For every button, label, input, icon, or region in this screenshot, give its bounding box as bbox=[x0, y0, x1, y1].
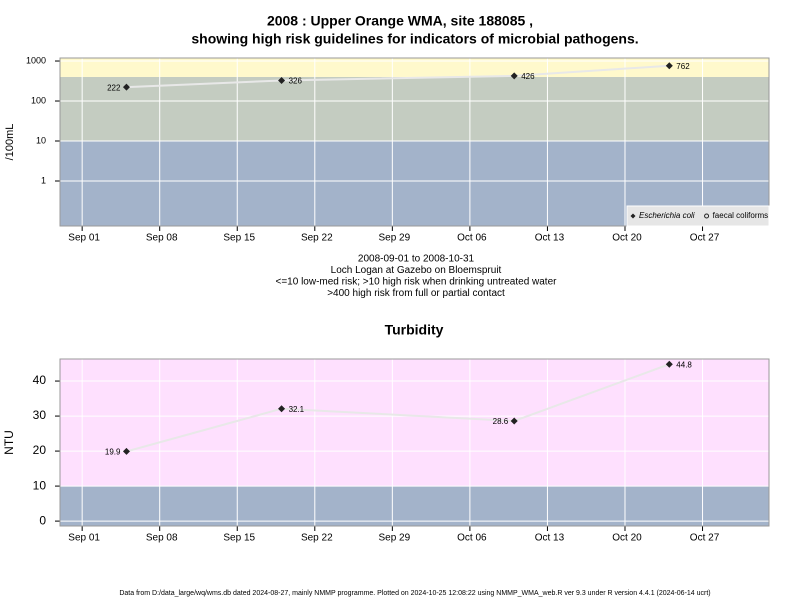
series-line bbox=[126, 363, 670, 453]
chart-subtitle: showing high risk guidelines for indicat… bbox=[191, 31, 638, 47]
legend-marker bbox=[630, 213, 636, 219]
x-tick-label: Oct 06 bbox=[457, 533, 487, 544]
point bbox=[278, 405, 286, 413]
x-tick-label: Sep 22 bbox=[301, 533, 333, 544]
point bbox=[665, 62, 673, 70]
y-tick-label: 40 bbox=[33, 373, 47, 387]
data-label: 19.9 bbox=[105, 448, 121, 457]
chart-note: >400 high risk from full or partial cont… bbox=[327, 288, 505, 299]
y-tick-label: 10 bbox=[36, 135, 46, 145]
point bbox=[278, 76, 286, 84]
data-label: 32.1 bbox=[289, 405, 305, 414]
x-tick-label: Sep 29 bbox=[378, 533, 410, 544]
x-tick-label: Oct 27 bbox=[690, 533, 720, 544]
data-label: 222 bbox=[107, 83, 121, 92]
chart-note: Loch Logan at Gazebo on Bloemspruit bbox=[331, 265, 502, 276]
x-tick-label: Sep 22 bbox=[301, 233, 333, 244]
footer: Data from D:/data_large/wq/wms.db dated … bbox=[119, 590, 710, 597]
legend-marker bbox=[704, 213, 710, 219]
plot-frame bbox=[59, 358, 770, 527]
x-tick-label: Sep 08 bbox=[146, 533, 178, 544]
risk-band bbox=[60, 76, 769, 142]
x-tick-label: Sep 01 bbox=[68, 233, 100, 244]
x-tick-label: Sep 01 bbox=[68, 533, 100, 544]
y-axis-label: /100mL bbox=[4, 124, 16, 161]
point bbox=[122, 83, 130, 91]
y-tick-label: 30 bbox=[33, 408, 47, 422]
legend-box bbox=[626, 205, 770, 227]
legend-label: Escherichia coli bbox=[639, 211, 695, 220]
y-tick-label: 1000 bbox=[26, 55, 46, 65]
chart-note: 2008-09-01 to 2008-10-31 bbox=[358, 254, 475, 265]
y-tick-label: 100 bbox=[31, 95, 46, 105]
x-tick-label: Sep 08 bbox=[146, 233, 178, 244]
chart-note: <=10 low-med risk; >10 high risk when dr… bbox=[276, 277, 558, 288]
data-label: 762 bbox=[676, 62, 690, 71]
x-tick-label: Sep 29 bbox=[378, 233, 410, 244]
x-tick-label: Oct 06 bbox=[457, 233, 487, 244]
point bbox=[122, 447, 130, 455]
x-tick-label: Sep 15 bbox=[223, 233, 255, 244]
point bbox=[665, 360, 673, 368]
chart-title: 2008 : Upper Orange WMA, site 188085 , bbox=[267, 13, 533, 29]
x-tick-label: Oct 27 bbox=[690, 233, 720, 244]
y-tick-label: 0 bbox=[39, 513, 46, 527]
legend-label: faecal coliforms bbox=[713, 211, 769, 220]
data-label: 426 bbox=[521, 72, 535, 81]
risk-band bbox=[60, 486, 769, 526]
y-axis-label: NTU bbox=[2, 430, 16, 455]
point bbox=[510, 417, 518, 425]
x-tick-label: Oct 13 bbox=[535, 233, 565, 244]
risk-band bbox=[60, 359, 769, 487]
data-label: 326 bbox=[289, 77, 303, 86]
x-tick-label: Oct 20 bbox=[612, 533, 642, 544]
data-label: 28.6 bbox=[493, 417, 509, 426]
y-tick-label: 20 bbox=[33, 443, 47, 457]
point bbox=[510, 72, 518, 80]
y-tick-label: 1 bbox=[41, 175, 46, 185]
x-tick-label: Oct 20 bbox=[612, 233, 642, 244]
x-tick-label: Oct 13 bbox=[535, 533, 565, 544]
series-line bbox=[126, 64, 670, 89]
plot-frame bbox=[59, 57, 770, 227]
x-tick-label: Sep 15 bbox=[223, 533, 255, 544]
chart-title: Turbidity bbox=[385, 322, 444, 338]
data-label: 44.8 bbox=[676, 360, 692, 369]
y-tick-label: 10 bbox=[33, 478, 47, 492]
